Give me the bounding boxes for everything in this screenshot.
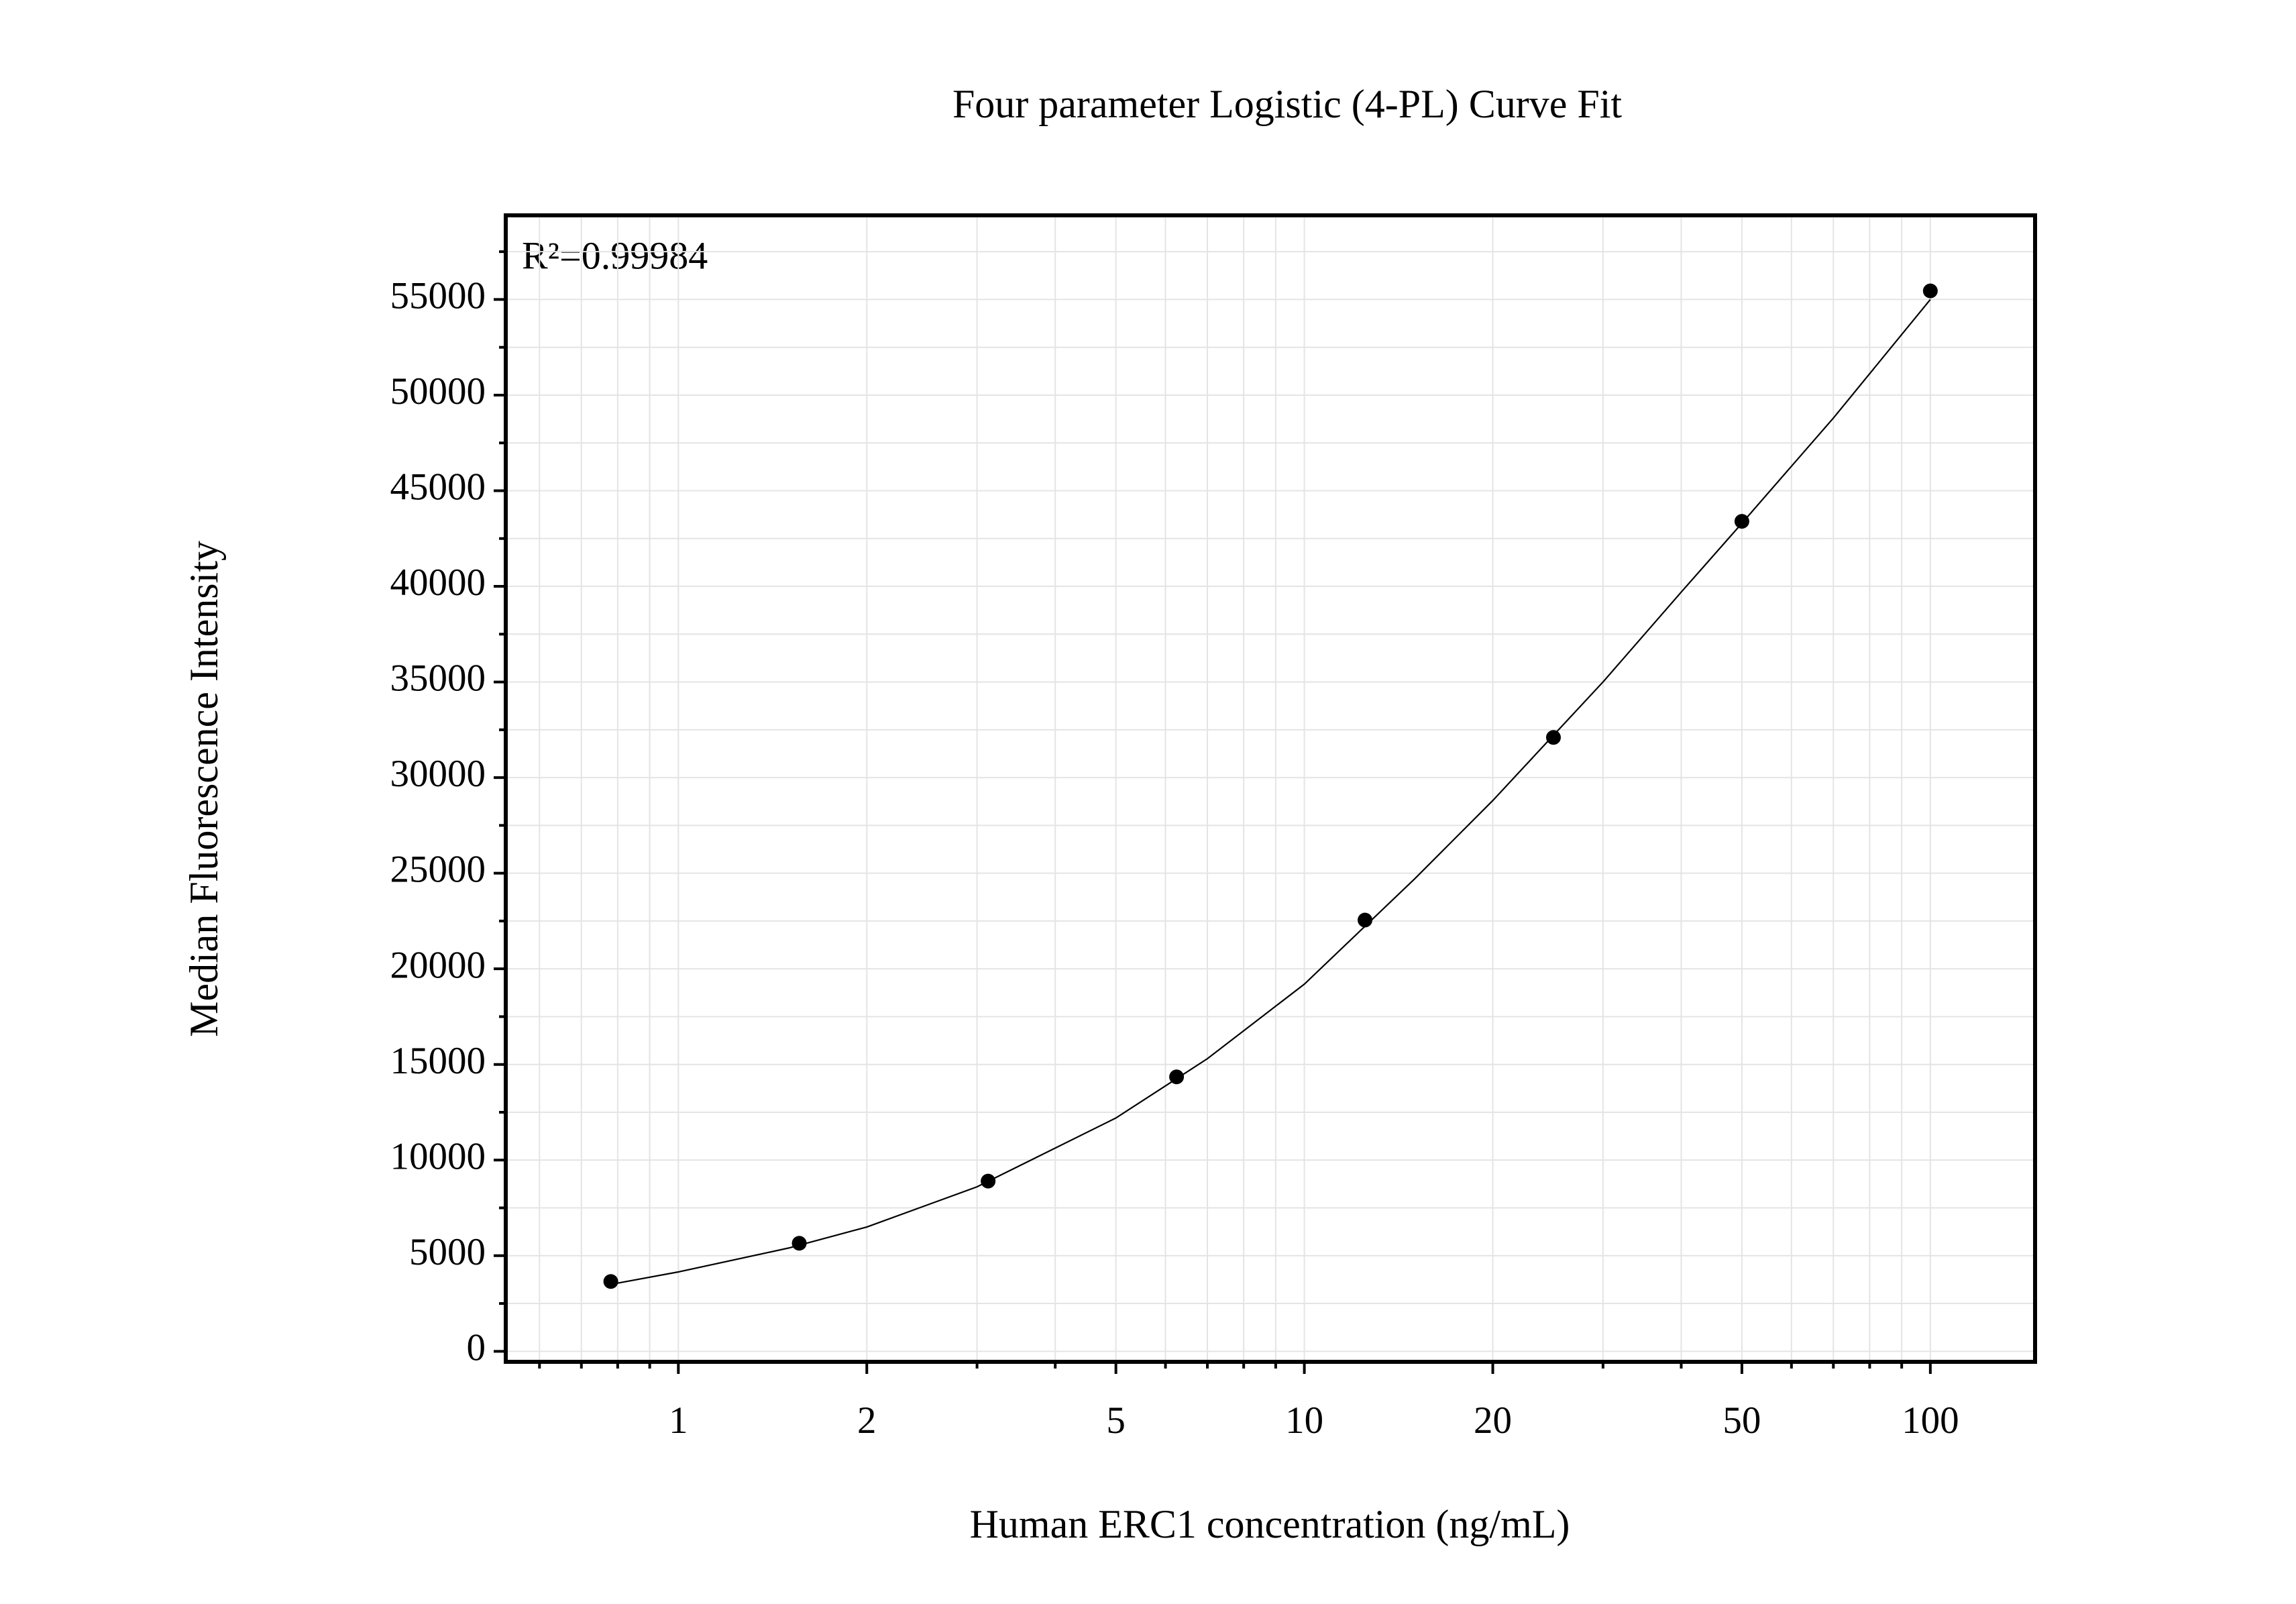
x-tick-label: 1 <box>669 1399 688 1442</box>
y-tick-label: 5000 <box>409 1231 486 1273</box>
fit-curve <box>610 299 1931 1285</box>
data-point <box>1734 514 1749 529</box>
data-point <box>603 1274 618 1289</box>
annotation: R²=0.99984 <box>522 233 708 277</box>
y-tick-label: 25000 <box>390 849 486 891</box>
plot-frame <box>504 213 2037 1364</box>
y-tick-label: 30000 <box>390 753 486 795</box>
y-tick-label: 50000 <box>390 370 486 413</box>
x-tick-label: 50 <box>1723 1399 1761 1442</box>
chart-title: Four parameter Logistic (4-PL) Curve Fit <box>952 82 1622 126</box>
y-tick-label: 55000 <box>390 275 486 317</box>
x-axis-label: Human ERC1 concentration (ng/mL) <box>970 1502 1570 1546</box>
x-tick-label: 2 <box>857 1399 877 1442</box>
data-point <box>1169 1069 1185 1085</box>
data-point <box>981 1173 996 1189</box>
x-tick-label: 10 <box>1285 1399 1323 1442</box>
y-tick-label: 10000 <box>390 1135 486 1177</box>
x-tick-label: 100 <box>1902 1399 1959 1442</box>
y-tick-label: 40000 <box>390 562 486 604</box>
x-tick-label: 5 <box>1106 1399 1126 1442</box>
data-point <box>1545 730 1561 745</box>
y-axis-label: Median Fluorescence Intensity <box>182 541 226 1037</box>
y-tick-label: 35000 <box>390 657 486 700</box>
x-tick-label: 20 <box>1474 1399 1512 1442</box>
y-tick-label: 15000 <box>390 1040 486 1082</box>
y-tick-label: 45000 <box>390 466 486 509</box>
data-point <box>1358 912 1373 928</box>
data-point <box>1922 283 1938 299</box>
y-tick-label: 20000 <box>390 944 486 986</box>
data-point <box>791 1236 807 1251</box>
y-tick-label: 0 <box>467 1326 486 1369</box>
